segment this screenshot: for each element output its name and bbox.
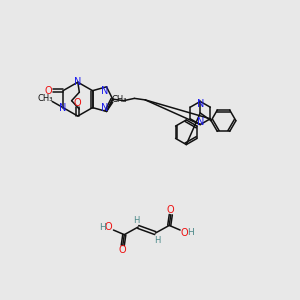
- Text: N: N: [100, 103, 108, 112]
- Text: O: O: [119, 245, 127, 255]
- Text: O: O: [44, 86, 52, 96]
- Text: CH₃: CH₃: [111, 95, 127, 104]
- Text: N: N: [100, 86, 108, 96]
- Text: H: H: [134, 216, 140, 225]
- Text: O: O: [105, 222, 112, 232]
- Text: O: O: [74, 98, 82, 108]
- Text: N: N: [196, 99, 204, 109]
- Text: N: N: [59, 103, 67, 112]
- Text: N: N: [74, 77, 82, 87]
- Text: H: H: [154, 236, 160, 244]
- Text: H: H: [99, 223, 106, 232]
- Text: CH₃: CH₃: [38, 94, 53, 103]
- Text: O: O: [167, 205, 175, 215]
- Text: H: H: [188, 228, 194, 237]
- Text: N: N: [196, 117, 204, 127]
- Text: O: O: [181, 228, 189, 238]
